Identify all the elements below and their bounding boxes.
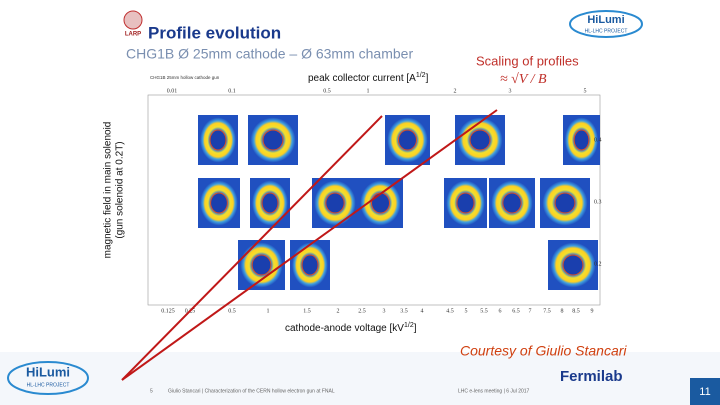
y-label-line: (gun solenoid at 0.2T) bbox=[115, 141, 126, 238]
footer-logo bbox=[7, 361, 89, 395]
slide-number: 5 bbox=[150, 388, 153, 394]
top-tick-label: 0.1 bbox=[228, 88, 236, 94]
brand-logo bbox=[569, 10, 643, 38]
bottom-tick-label: 6.5 bbox=[512, 308, 520, 314]
brand-sub: HL-LHC PROJECT bbox=[585, 28, 628, 34]
label-text: peak collector current [A bbox=[308, 73, 416, 84]
annotation-line bbox=[121, 115, 383, 381]
right-tick-label: 0.3 bbox=[594, 199, 602, 205]
profiles bbox=[198, 115, 600, 290]
top-tick-label: 3 bbox=[509, 88, 512, 94]
title: Profile evolution bbox=[148, 23, 281, 42]
bottom-tick-label: 4 bbox=[421, 308, 424, 314]
bottom-tick-label: 5 bbox=[465, 308, 468, 314]
scaling-title: Scaling of profiles bbox=[476, 53, 579, 68]
profile-core bbox=[371, 192, 390, 214]
footer-brand: HiLumi bbox=[26, 364, 70, 379]
footer-band bbox=[0, 352, 720, 405]
bottom-tick-label: 3 bbox=[383, 308, 386, 314]
larp-logo bbox=[123, 10, 143, 30]
bottom-tick-label: 9 bbox=[591, 308, 594, 314]
top-label: peak collector current [A1/2] bbox=[308, 72, 429, 84]
profile-core bbox=[210, 192, 228, 214]
bottom-tick-label: 7 bbox=[529, 308, 532, 314]
footer-brand-sub: HL-LHC PROJECT bbox=[27, 382, 70, 388]
bottom-tick-label: 6 bbox=[499, 308, 502, 314]
profile-core bbox=[209, 129, 227, 151]
bottom-tick-label: 8.5 bbox=[572, 308, 580, 314]
profile-core bbox=[562, 254, 584, 276]
profile-core bbox=[456, 192, 475, 214]
footer-meeting: LHC e-lens meeting | 6 Jul 2017 bbox=[458, 388, 530, 394]
label-text: cathode-anode voltage [kV bbox=[285, 323, 404, 334]
y-label-line: magnetic field in main solenoid bbox=[103, 122, 114, 259]
scaling-formula: ≈ √V / B bbox=[500, 72, 547, 87]
label-end: ] bbox=[426, 73, 429, 84]
bottom-tick-label: 5.5 bbox=[480, 308, 488, 314]
bottom-tick-label: 0.125 bbox=[161, 308, 175, 314]
right-tick-label: 0.4 bbox=[594, 137, 602, 143]
bottom-tick-label: 4.5 bbox=[446, 308, 454, 314]
y-label: magnetic field in main solenoid (gun sol… bbox=[103, 122, 126, 259]
top-tick-label: 5 bbox=[584, 88, 587, 94]
fermilab: Fermilab bbox=[560, 368, 623, 385]
label-sup: 1/2 bbox=[404, 322, 414, 329]
top-tick-label: 0.5 bbox=[323, 88, 331, 94]
profile-core bbox=[554, 192, 576, 214]
profile-core bbox=[301, 254, 319, 276]
bottom-tick-label: 2.5 bbox=[358, 308, 366, 314]
x-label: cathode-anode voltage [kV1/2] bbox=[285, 322, 417, 334]
bottom-tick-label: 8 bbox=[561, 308, 564, 314]
profile-core bbox=[502, 192, 522, 214]
bottom-tick-label: 7.5 bbox=[543, 308, 551, 314]
profile-core bbox=[261, 192, 279, 214]
footer-author: Giulio Stancari | Characterization of th… bbox=[168, 388, 335, 394]
subtitle: CHG1B Ø 25mm cathode – Ø 63mm chamber bbox=[126, 46, 413, 62]
bottom-tick-label: 1 bbox=[267, 308, 270, 314]
top-tick-label: 0.01 bbox=[167, 88, 178, 94]
profile-core bbox=[251, 254, 272, 276]
right-tick-label: 0.2 bbox=[594, 261, 602, 267]
credit: Courtesy of Giulio Stancari bbox=[460, 343, 627, 359]
profile-core bbox=[469, 129, 491, 151]
profile-core bbox=[398, 129, 417, 151]
annotation-line bbox=[121, 109, 498, 381]
profile-core bbox=[573, 129, 590, 151]
bottom-tick-label: 2 bbox=[337, 308, 340, 314]
bottom-tick-label: 1.5 bbox=[303, 308, 311, 314]
label-end: ] bbox=[414, 323, 417, 334]
profile-core bbox=[262, 129, 284, 151]
bottom-tick-label: 3.5 bbox=[400, 308, 408, 314]
brand: HiLumi bbox=[587, 14, 624, 26]
page-number: 11 bbox=[699, 386, 710, 398]
profile-core bbox=[325, 192, 345, 214]
inner-title: CHG1B 25mm hollow cathode gun bbox=[150, 75, 220, 80]
label-sup: 1/2 bbox=[416, 72, 426, 79]
top-tick-label: 2 bbox=[454, 88, 457, 94]
logo-text: LARP bbox=[125, 32, 141, 38]
page-box bbox=[690, 378, 720, 405]
top-tick-label: 1 bbox=[367, 88, 370, 94]
bottom-tick-label: 0.5 bbox=[228, 308, 236, 314]
